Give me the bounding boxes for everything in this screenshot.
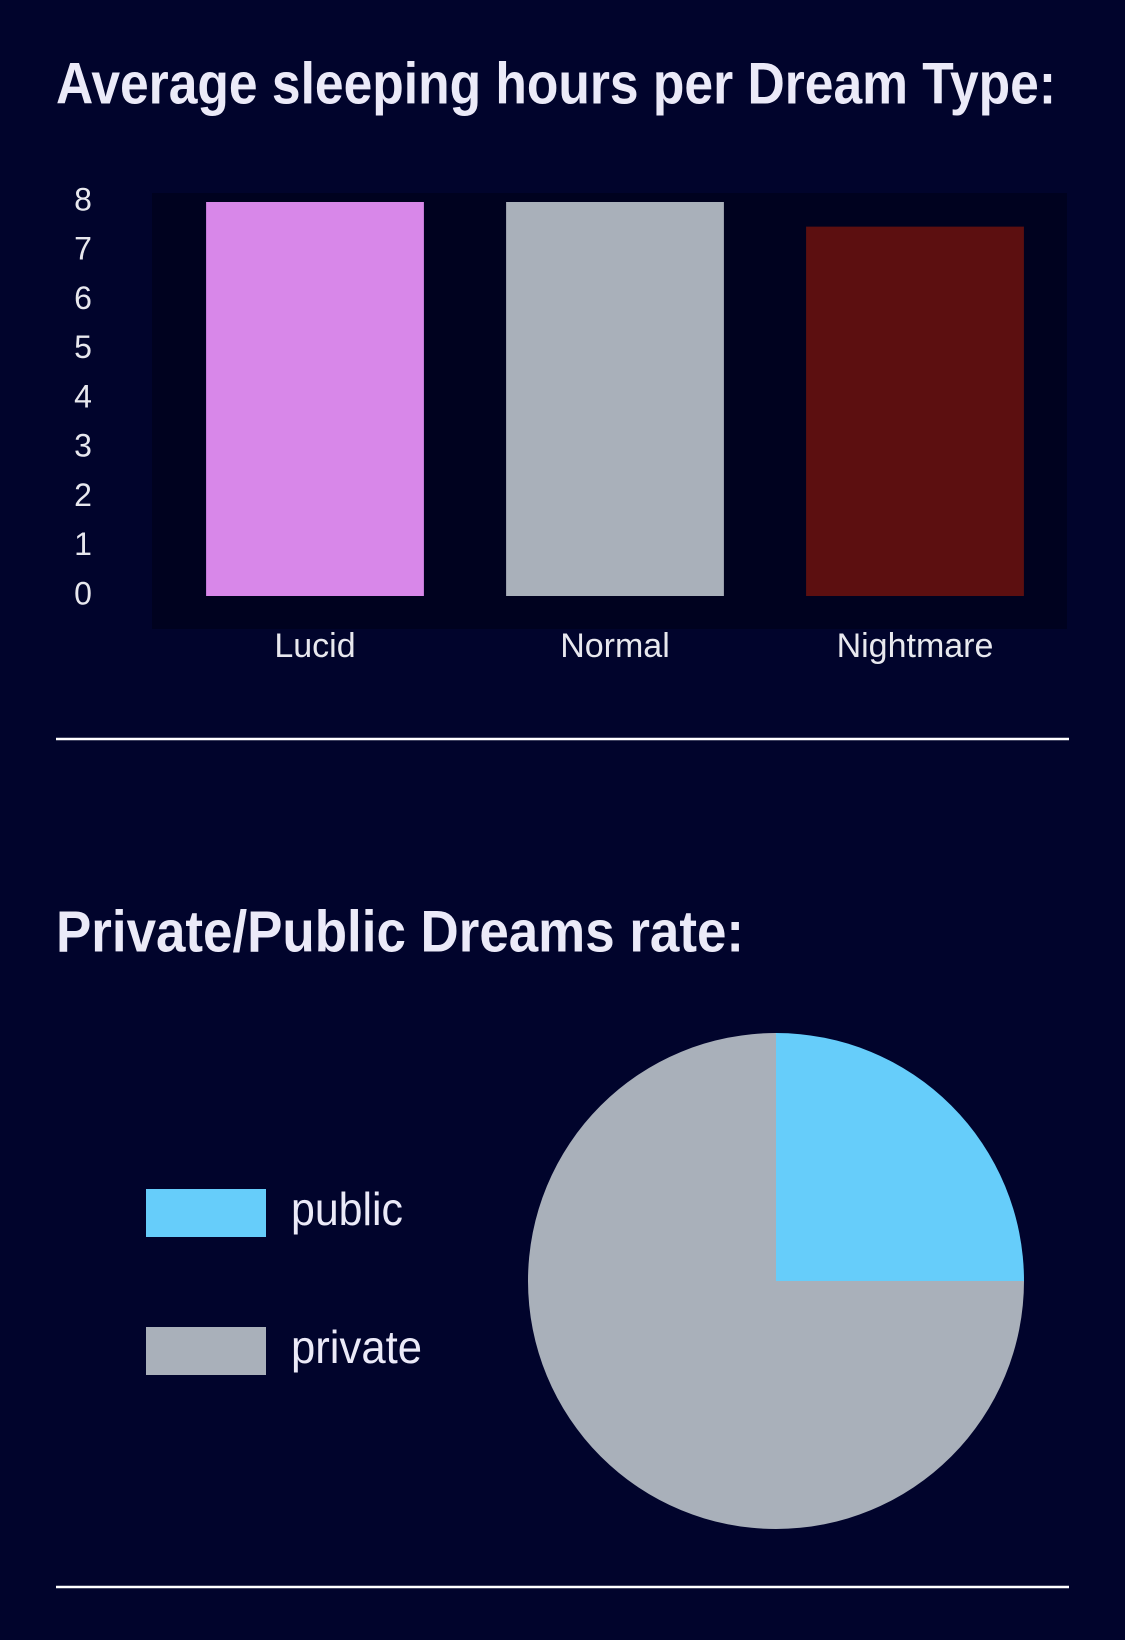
- pie-chart-title: Private/Public Dreams rate:: [56, 899, 744, 964]
- legend-label: private: [291, 1321, 422, 1373]
- pie-slice: [776, 1033, 1024, 1281]
- legend-label: public: [291, 1183, 403, 1235]
- bar-chart-title: Average sleeping hours per Dream Type:: [56, 51, 1056, 116]
- y-tick-label: 0: [74, 575, 92, 611]
- y-tick-label: 8: [74, 181, 92, 217]
- y-tick-label: 6: [74, 280, 92, 316]
- y-tick-label: 4: [74, 378, 92, 414]
- bar: [806, 226, 1024, 596]
- pie-slice: [528, 1033, 1024, 1529]
- legend-swatch: [146, 1327, 266, 1375]
- x-tick-label: Nightmare: [837, 627, 994, 665]
- y-tick-label: 5: [74, 329, 92, 365]
- bar: [206, 202, 424, 596]
- y-tick-label: 2: [74, 477, 92, 513]
- x-tick-label: Normal: [560, 627, 670, 665]
- bar: [506, 202, 724, 596]
- legend-swatch: [146, 1189, 266, 1237]
- y-tick-label: 1: [74, 526, 92, 562]
- x-tick-label: Lucid: [274, 627, 355, 665]
- y-tick-label: 7: [74, 231, 92, 267]
- y-tick-label: 3: [74, 428, 92, 464]
